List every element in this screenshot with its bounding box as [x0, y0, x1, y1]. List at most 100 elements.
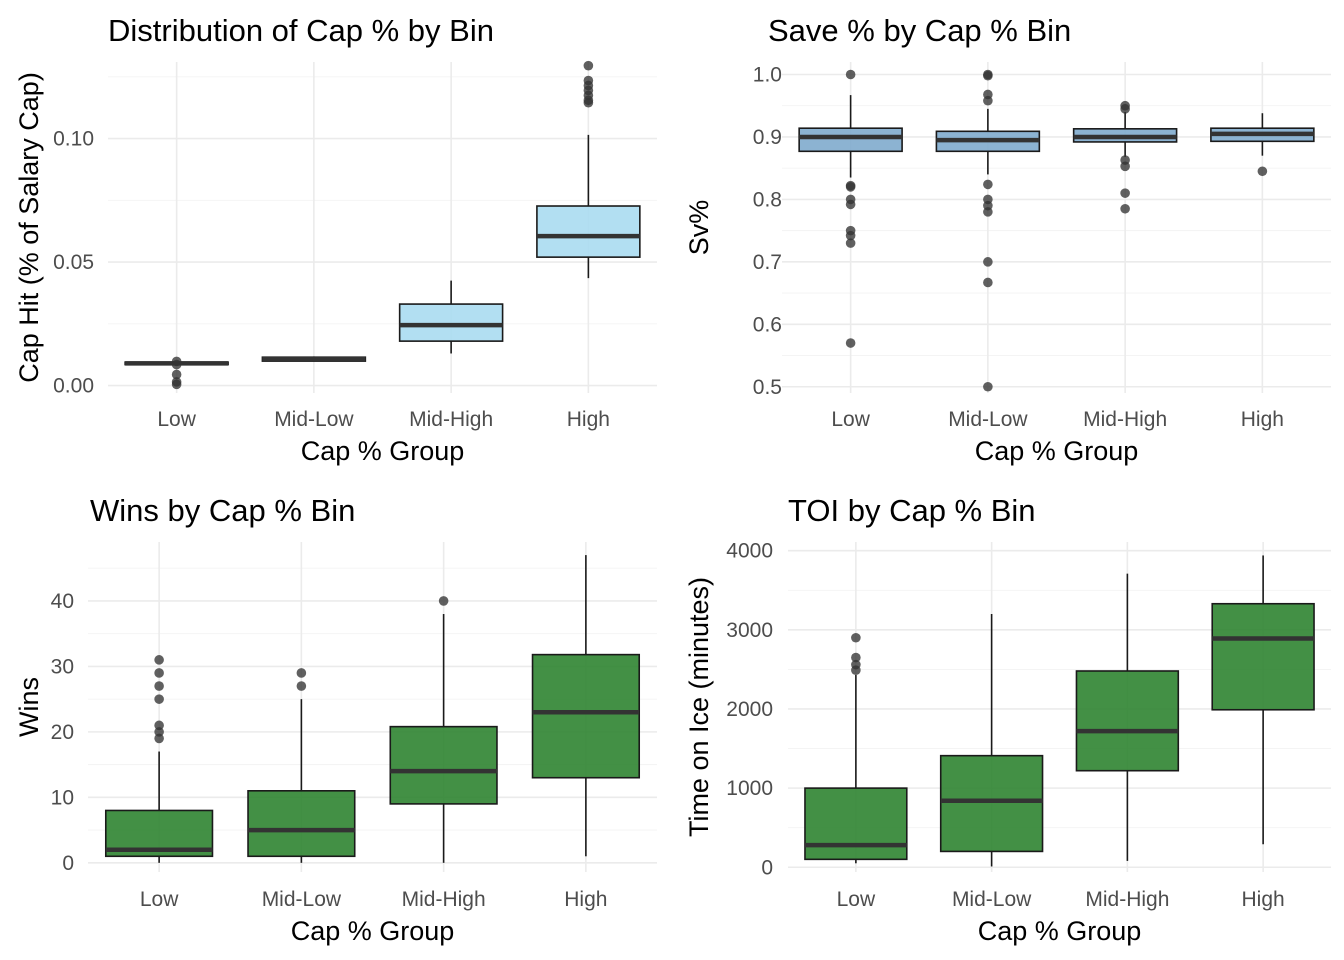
- y-axis-title: Sv%: [684, 200, 714, 256]
- x-tick-label: Mid-High: [402, 888, 486, 911]
- y-axis-title: Cap Hit (% of Salary Cap): [14, 72, 44, 383]
- y-tick-label: 0.05: [53, 251, 94, 274]
- x-axis-title: Cap % Group: [975, 436, 1139, 466]
- outlier-point: [438, 596, 449, 606]
- y-axis-title: Time on Ice (minutes): [684, 577, 714, 837]
- y-tick-label: 2000: [726, 698, 773, 721]
- box-iqr: [389, 725, 498, 805]
- outlier-point: [851, 665, 861, 676]
- panel-2: 0.5 0.6 0.7 0.8 0.9 1.0 Low Mid-Low Mid-High High…: [684, 13, 1331, 466]
- y-tick-label: 0.6: [753, 313, 782, 336]
- outlier-point: [1120, 203, 1130, 214]
- y-tick-label: 0.8: [753, 188, 782, 211]
- y-tick-label: 10: [51, 786, 74, 809]
- x-tick-label: High: [567, 408, 610, 431]
- x-tick-label: Mid-High: [409, 408, 493, 431]
- outlier-point: [983, 277, 993, 288]
- outlier-point: [1120, 161, 1130, 172]
- outlier-point: [983, 381, 993, 392]
- y-tick-label: 1000: [726, 777, 773, 800]
- box-iqr: [247, 790, 356, 858]
- outlier-point: [845, 199, 856, 210]
- box-iqr: [398, 303, 504, 342]
- outlier-point: [851, 652, 861, 663]
- box-mid-high: [1075, 573, 1180, 861]
- y-tick-label: 30: [51, 655, 74, 678]
- chart-title: Distribution of Cap % by Bin: [108, 13, 494, 48]
- outlier-point: [296, 668, 307, 678]
- outlier-point: [154, 681, 164, 691]
- x-tick-label: Low: [831, 408, 870, 431]
- chart-title: Wins by Cap % Bin: [90, 493, 355, 528]
- x-axis-title: Cap % Group: [978, 916, 1142, 946]
- box-high: [536, 60, 641, 279]
- box-iqr: [1211, 602, 1315, 711]
- box-low: [124, 356, 229, 390]
- outlier-point: [983, 257, 993, 267]
- x-tick-label: High: [564, 888, 607, 911]
- y-tick-label: 0.10: [53, 128, 94, 151]
- outlier-point: [154, 655, 164, 665]
- box-high: [531, 555, 641, 857]
- box-mid-low: [247, 668, 356, 863]
- y-tick-label: 40: [51, 590, 74, 613]
- x-axis-title: Cap % Group: [301, 436, 465, 466]
- y-tick-label: 3000: [726, 619, 773, 642]
- outlier-point: [583, 97, 594, 108]
- box-high: [1210, 113, 1315, 177]
- outlier-point: [845, 230, 856, 241]
- box-mid-low: [935, 69, 1041, 392]
- box-iqr: [939, 754, 1044, 853]
- y-tick-label: 0.9: [753, 126, 782, 149]
- outlier-point: [171, 379, 182, 390]
- x-tick-label: Mid-High: [1085, 888, 1169, 911]
- y-tick-label: 0: [761, 856, 773, 879]
- outlier-point: [845, 338, 856, 348]
- x-axis-title: Cap % Group: [291, 916, 455, 946]
- x-tick-label: Low: [837, 888, 876, 911]
- y-tick-label: 0.7: [753, 251, 782, 274]
- box-iqr: [804, 787, 908, 861]
- panel-1: 0.00 0.05 0.10 Low Mid-Low Mid-High High Cap % …: [14, 13, 657, 466]
- y-tick-label: 0.00: [53, 375, 94, 398]
- outlier-point: [851, 632, 861, 643]
- box-high: [1211, 555, 1315, 845]
- outlier-point: [1120, 104, 1130, 114]
- x-tick-label: High: [1242, 888, 1285, 911]
- outlier-point: [1257, 166, 1268, 177]
- outlier-point: [983, 95, 993, 106]
- box-mid-high: [1072, 100, 1178, 214]
- y-tick-label: 20: [51, 721, 74, 744]
- x-tick-label: Low: [157, 408, 196, 431]
- box-mid-low: [261, 356, 367, 362]
- y-axis-title: Wins: [14, 677, 44, 737]
- box-low: [804, 632, 908, 864]
- y-tick-label: 4000: [726, 540, 773, 563]
- outlier-point: [845, 182, 856, 192]
- outlier-point: [983, 179, 993, 190]
- y-tick-label: 1.0: [753, 63, 782, 86]
- x-tick-label: Mid-Low: [262, 888, 342, 911]
- chart-title: TOI by Cap % Bin: [788, 493, 1036, 528]
- outlier-point: [171, 359, 182, 370]
- outlier-point: [983, 207, 993, 217]
- outlier-point: [296, 681, 307, 691]
- panel-4: 0 1000 2000 3000 4000 Low Mid-Low Mid-High High C…: [684, 493, 1331, 946]
- outlier-point: [154, 733, 164, 744]
- y-tick-label: 0: [62, 852, 74, 875]
- panel-3: 0 10 20 30 40 Low Mid-Low Mid-High High Cap % Gro…: [14, 493, 657, 946]
- box-iqr: [1075, 670, 1180, 772]
- chart-title: Save % by Cap % Bin: [768, 13, 1071, 48]
- box-mid-high: [398, 280, 504, 354]
- outlier-point: [1120, 188, 1130, 198]
- y-tick-label: 0.5: [753, 376, 782, 399]
- x-tick-label: Mid-High: [1083, 408, 1167, 431]
- outlier-point: [171, 369, 182, 380]
- outlier-point: [845, 238, 856, 248]
- outlier-point: [983, 70, 993, 81]
- x-tick-label: High: [1241, 408, 1284, 431]
- outlier-point: [154, 668, 164, 678]
- box-iqr: [536, 205, 641, 258]
- x-tick-label: Mid-Low: [274, 408, 354, 431]
